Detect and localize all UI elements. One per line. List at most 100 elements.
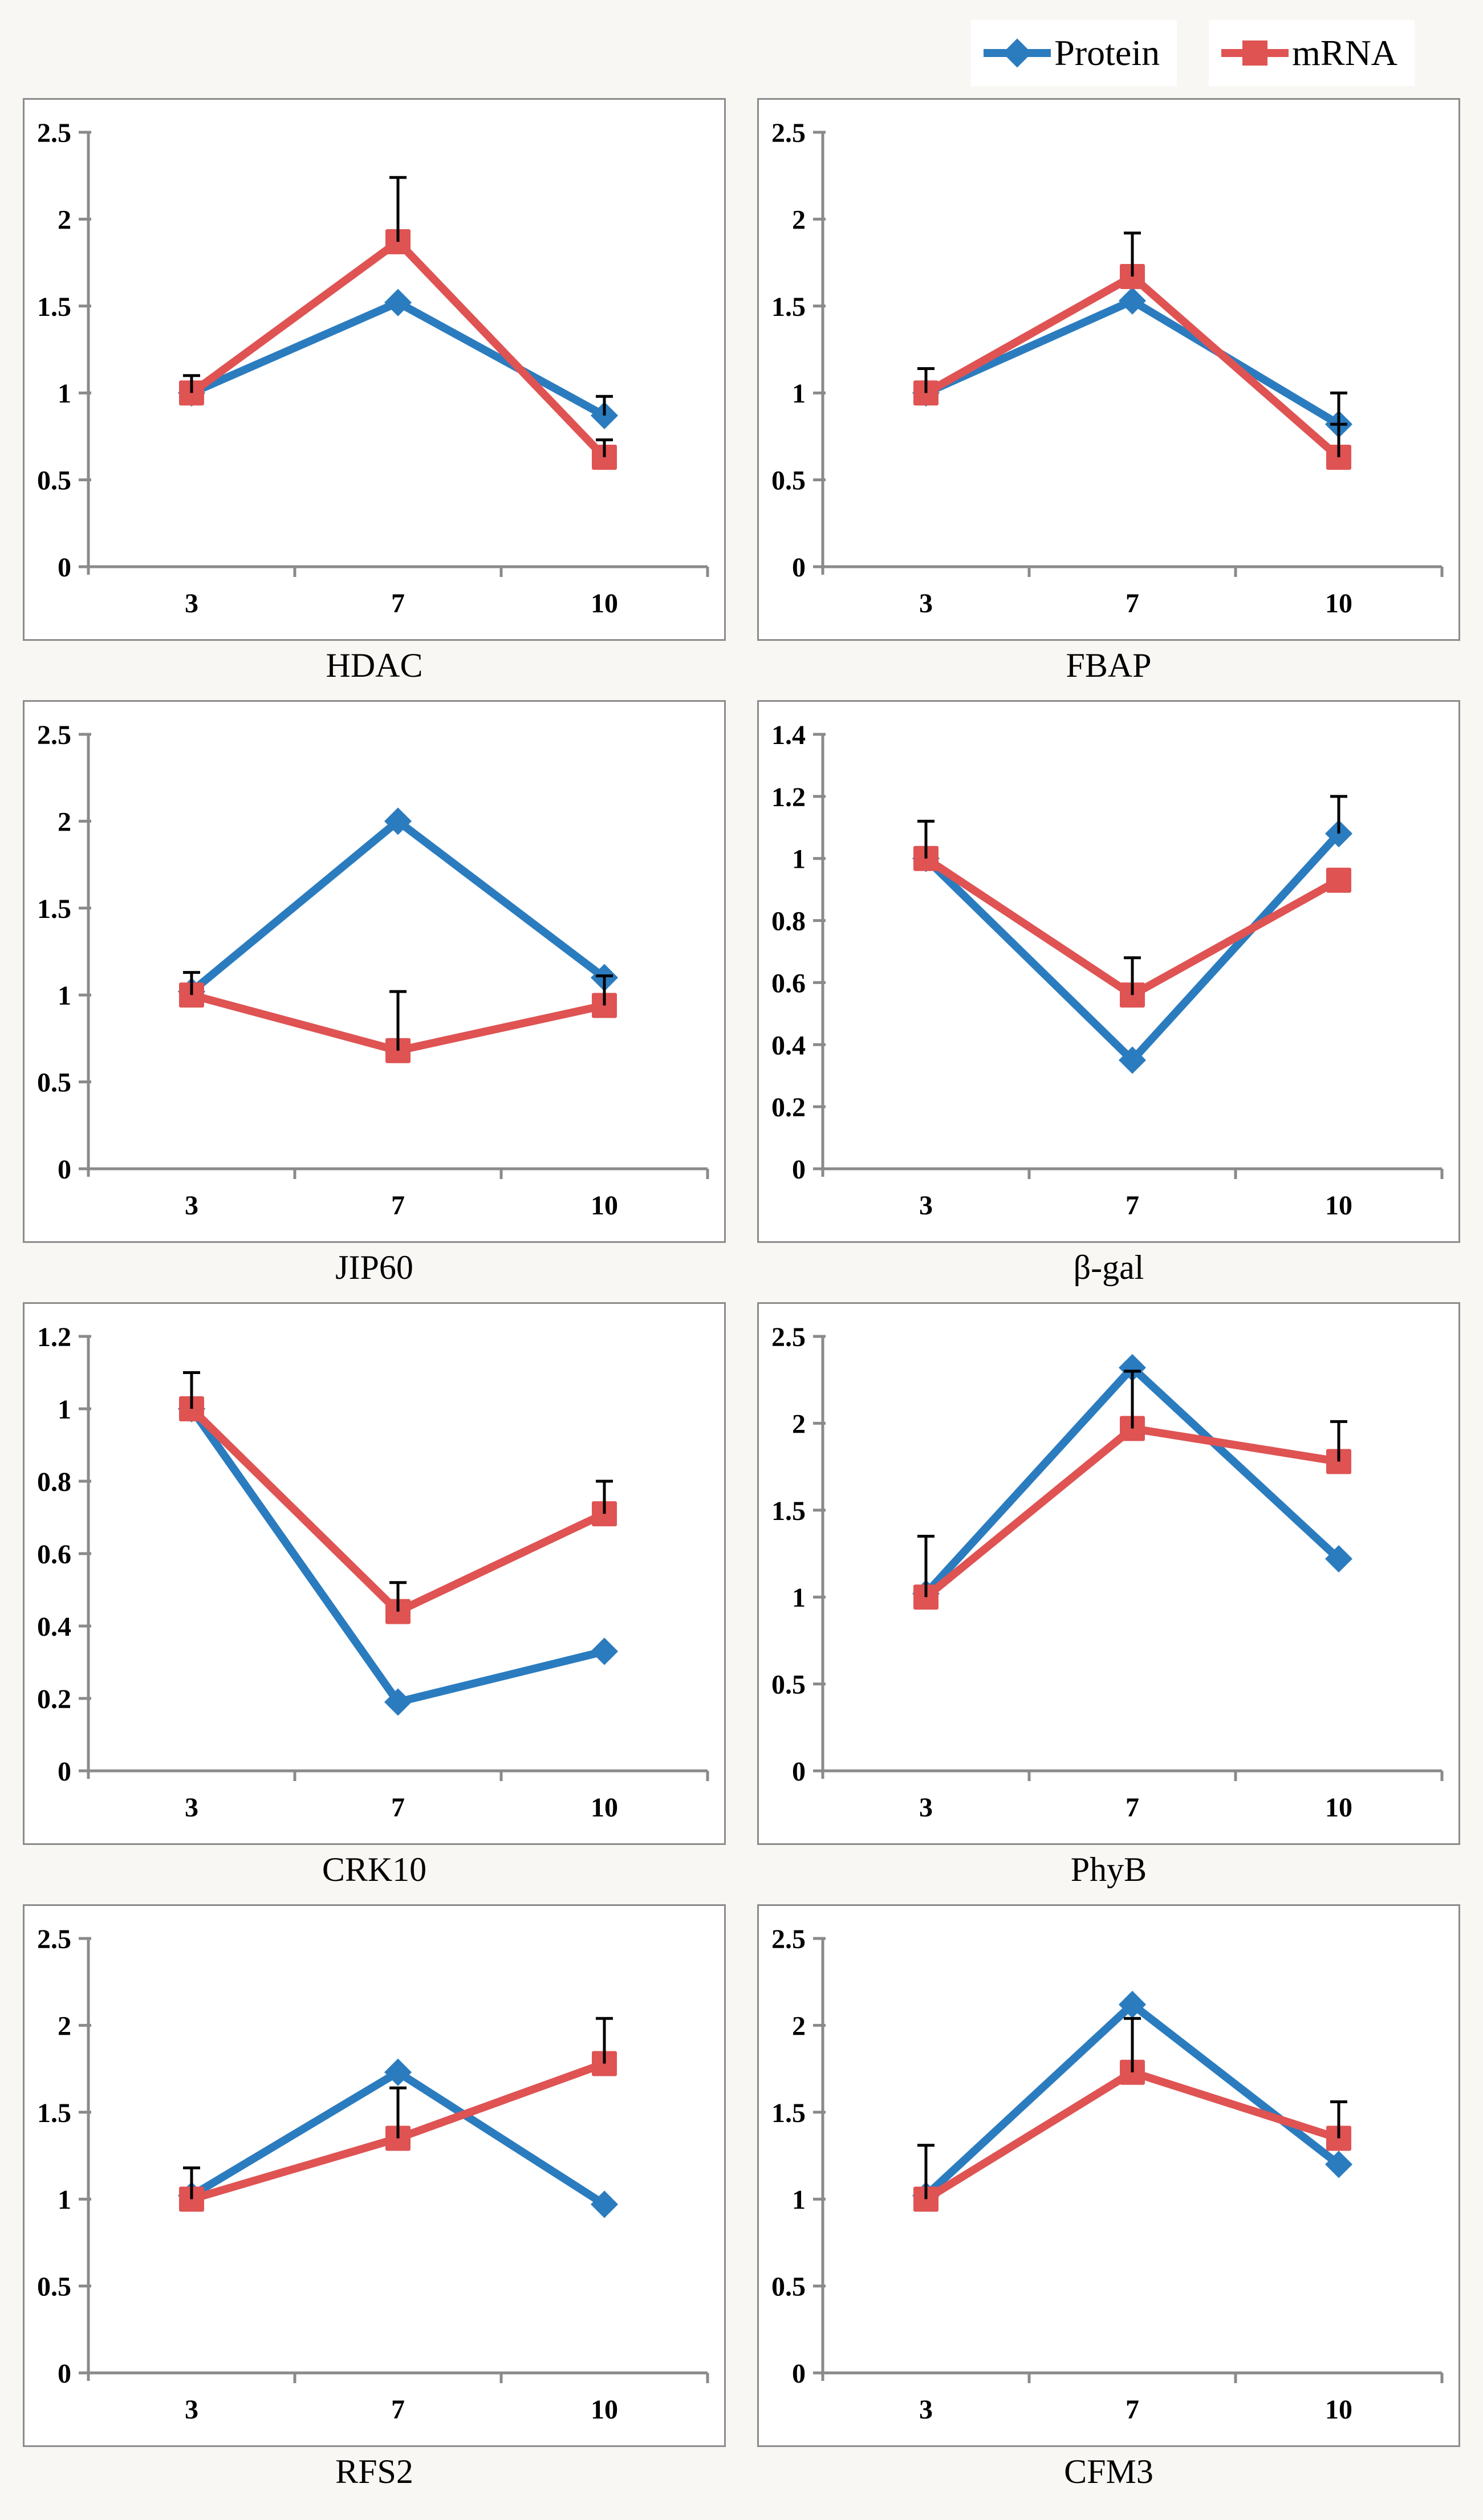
y-tick-label: 2 <box>792 2011 806 2041</box>
y-tick-label: 1 <box>792 2185 806 2215</box>
protein-line <box>188 1406 606 1707</box>
y-tick-label: 1 <box>792 379 806 409</box>
chart-cell: 0 0.5 1 1.5 2 2.5 3 7 10 HDAC <box>23 98 726 690</box>
legend: Protein mRNA <box>0 0 1483 91</box>
y-tick-label: 0 <box>792 1155 806 1185</box>
y-tick-label: 1.5 <box>771 2098 806 2128</box>
x-tick-label: 7 <box>1126 1793 1139 1823</box>
chart-panel: 0 0.2 0.4 0.6 0.8 1 1.2 3 7 10 <box>23 1302 726 1845</box>
chart-panel: 0 0.5 1 1.5 2 2.5 3 7 10 <box>757 98 1460 641</box>
x-tick-label: 3 <box>919 2395 933 2425</box>
mrna-line <box>189 236 608 460</box>
chart-panel: 0 0.2 0.4 0.6 0.8 1 1.2 1.4 3 7 10 <box>757 700 1460 1243</box>
chart-plot: 0 0.5 1 1.5 2 2.5 3 7 10 <box>37 118 709 619</box>
chart-plot: 0 0.5 1 1.5 2 2.5 3 7 10 <box>37 720 709 1221</box>
y-tick-label: 0.6 <box>37 1539 71 1570</box>
mrna-line <box>189 1406 606 1617</box>
y-tick-label: 2.5 <box>37 118 71 148</box>
protein-line <box>189 816 607 995</box>
y-tick-label: 1 <box>792 844 806 875</box>
y-tick-label: 1.5 <box>37 2098 71 2128</box>
x-tick-label: 7 <box>391 1190 405 1221</box>
x-tick-label: 10 <box>591 1793 618 1823</box>
chart-cell: 0 0.2 0.4 0.6 0.8 1 1.2 1.4 3 7 10 β-gal <box>757 700 1460 1292</box>
y-tick-label: 1 <box>792 1583 806 1613</box>
chart-title: HDAC <box>326 646 423 684</box>
y-tick-label: 1.5 <box>771 1496 806 1526</box>
x-tick-label: 7 <box>391 588 405 619</box>
chart-plot: 0 0.5 1 1.5 2 2.5 3 7 10 <box>771 118 1444 619</box>
chart-cell: 0 0.5 1 1.5 2 2.5 3 7 10 RFS2 <box>23 1904 726 2496</box>
y-tick-label: 0.5 <box>37 1068 71 1098</box>
y-tick-label: 0 <box>58 2359 71 2389</box>
x-tick-label: 10 <box>591 1190 618 1221</box>
chart-title: RFS2 <box>335 2452 413 2490</box>
y-tick-label: 0.5 <box>37 466 71 496</box>
chart-title: CFM3 <box>1064 2452 1153 2490</box>
x-tick-label: 10 <box>1325 2395 1352 2425</box>
y-tick-label: 2.5 <box>771 1924 806 1954</box>
y-tick-label: 0 <box>58 1155 71 1185</box>
charts-grid: 0 0.5 1 1.5 2 2.5 3 7 10 HDAC 0 0.5 1 1.5 2 2.5 3 7 10 FBAP… <box>23 98 1460 2496</box>
y-tick-label: 1.4 <box>771 720 806 750</box>
y-tick-label: 1 <box>58 981 71 1011</box>
x-tick-label: 10 <box>1325 1190 1352 1221</box>
x-tick-label: 3 <box>185 588 198 619</box>
mrna-marker <box>913 846 938 871</box>
legend-label-protein: Protein <box>1054 32 1160 73</box>
x-tick-label: 7 <box>1126 2395 1139 2425</box>
y-tick-label: 0.6 <box>771 968 806 998</box>
chart-cell: 0 0.2 0.4 0.6 0.8 1 1.2 3 7 10 CRK10 <box>23 1302 726 1894</box>
chart-plot: 0 0.2 0.4 0.6 0.8 1 1.2 3 7 10 <box>37 1322 709 1823</box>
legend-item-mrna: mRNA <box>1209 20 1415 86</box>
y-tick-label: 2 <box>58 807 71 837</box>
protein-marker <box>590 1637 619 1665</box>
x-tick-label: 3 <box>919 588 933 619</box>
chart-plot: 0 0.5 1 1.5 2 2.5 3 7 10 <box>771 1924 1444 2425</box>
chart-cell: 0 0.5 1 1.5 2 2.5 3 7 10 PhyB <box>757 1302 1460 1894</box>
y-tick-label: 1 <box>58 2185 71 2215</box>
chart-title: β-gal <box>1073 1248 1144 1286</box>
protein-marker <box>1118 1354 1147 1381</box>
mrna-marker <box>385 1038 411 1063</box>
chart-cell: 0 0.5 1 1.5 2 2.5 3 7 10 CFM3 <box>757 1904 1460 2496</box>
y-tick-label: 0.5 <box>771 2272 806 2302</box>
y-tick-label: 1 <box>58 1395 71 1425</box>
y-tick-label: 2 <box>792 205 806 235</box>
chart-plot: 0 0.5 1 1.5 2 2.5 3 7 10 <box>771 1322 1444 1823</box>
x-tick-label: 10 <box>591 588 618 619</box>
y-tick-label: 1 <box>58 379 71 409</box>
x-tick-label: 3 <box>919 1190 933 1221</box>
chart-title: JIP60 <box>335 1248 413 1286</box>
y-tick-label: 0.4 <box>771 1030 806 1060</box>
chart-title: CRK10 <box>322 1850 427 1888</box>
mrna-line-marker-icon <box>1221 37 1289 69</box>
y-tick-label: 0 <box>792 552 806 583</box>
y-tick-label: 0.4 <box>37 1612 71 1642</box>
chart-plot: 0 0.5 1 1.5 2 2.5 3 7 10 <box>37 1924 709 2425</box>
x-tick-label: 7 <box>391 2395 405 2425</box>
y-tick-label: 2.5 <box>771 118 806 148</box>
mrna-line <box>923 1424 1340 1600</box>
chart-panel: 0 0.5 1 1.5 2 2.5 3 7 10 <box>757 1904 1460 2447</box>
protein-line <box>923 831 1342 1066</box>
y-tick-label: 0 <box>792 2359 806 2389</box>
legend-label-mrna: mRNA <box>1292 32 1397 73</box>
y-tick-label: 1.5 <box>37 292 71 322</box>
mrna-marker <box>1326 867 1351 893</box>
x-tick-label: 10 <box>1325 588 1352 619</box>
chart-panel: 0 0.5 1 1.5 2 2.5 3 7 10 <box>757 1302 1460 1845</box>
y-tick-label: 2.5 <box>37 720 71 750</box>
protein-line-marker-icon <box>984 37 1051 69</box>
mrna-marker <box>385 2125 411 2151</box>
y-tick-label: 2 <box>58 205 71 235</box>
protein-marker <box>1324 1545 1353 1573</box>
protein-marker <box>590 2190 619 2218</box>
protein-marker <box>384 2058 412 2086</box>
y-tick-label: 0.8 <box>771 907 806 937</box>
y-tick-label: 2.5 <box>771 1322 806 1352</box>
chart-cell: 0 0.5 1 1.5 2 2.5 3 7 10 JIP60 <box>23 700 726 1292</box>
mrna-marker <box>1326 2125 1351 2151</box>
x-tick-label: 3 <box>919 1793 933 1823</box>
chart-title: FBAP <box>1066 646 1152 684</box>
